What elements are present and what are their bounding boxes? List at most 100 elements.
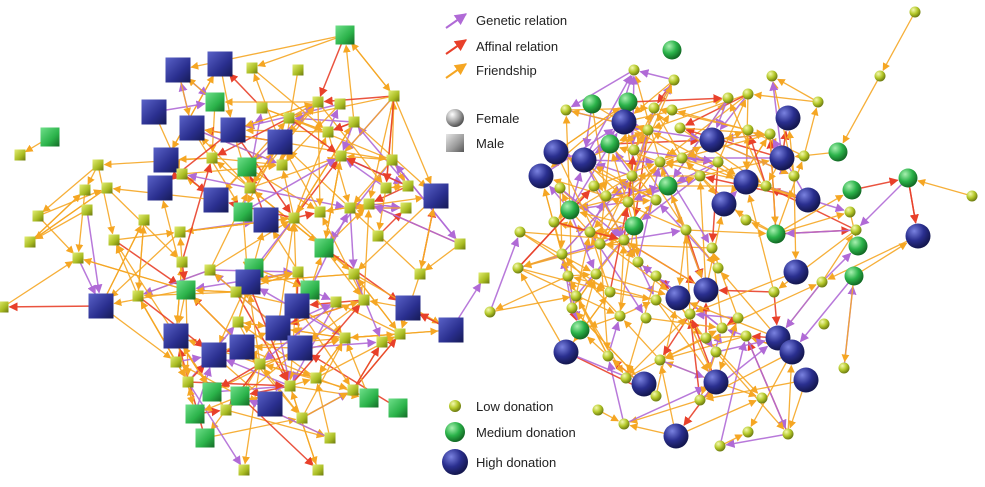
female-edge-friendship — [655, 299, 709, 372]
female-node-high-donation — [769, 145, 795, 171]
legend-shapes: Female Male — [446, 109, 519, 152]
male-node-medium-donation — [230, 386, 250, 406]
male-node-low-donation — [24, 236, 36, 248]
female-edge-genetic — [561, 180, 629, 255]
female-node-low-donation — [562, 270, 574, 282]
female-node-low-donation — [628, 144, 640, 156]
female-node-low-donation — [632, 256, 644, 268]
female-node-low-donation — [628, 64, 640, 76]
female-node-low-donation — [484, 306, 496, 318]
female-edge-friendship — [769, 133, 779, 225]
male-node-medium-donation — [205, 92, 225, 112]
sphere-icon — [446, 109, 464, 127]
male-edge-friendship — [353, 273, 397, 330]
female-edge-genetic — [623, 227, 681, 241]
male-node-low-donation — [72, 252, 84, 264]
male-node-high-donation — [267, 129, 293, 155]
female-edge-genetic — [745, 335, 787, 429]
male-node-low-donation — [276, 159, 288, 171]
male-node-low-donation — [182, 376, 194, 388]
male-node-high-donation — [423, 183, 449, 209]
male-node-low-donation — [170, 356, 182, 368]
female-edge-friendship — [882, 11, 916, 71]
female-node-high-donation — [783, 259, 809, 285]
male-edge-genetic — [187, 172, 251, 189]
female-node-high-donation — [528, 163, 554, 189]
male-edge-friendship — [317, 101, 383, 184]
female-node-medium-donation — [766, 224, 786, 244]
female-edge-friendship — [619, 146, 661, 163]
affinal-arrow-icon — [445, 39, 467, 55]
female-node-low-donation — [514, 226, 526, 238]
female-node-low-donation — [648, 102, 660, 114]
female-node-low-donation — [740, 214, 752, 226]
female-node-low-donation — [766, 70, 778, 82]
male-node-low-donation — [284, 380, 296, 392]
female-node-high-donation — [543, 139, 569, 165]
male-node-low-donation — [92, 159, 104, 171]
male-edge-friendship — [393, 95, 432, 185]
male-node-low-donation — [372, 230, 384, 242]
female-edge-genetic — [639, 69, 675, 81]
female-node-low-donation — [694, 170, 706, 182]
female-edge-genetic — [637, 167, 662, 263]
female-edge-friendship — [555, 151, 598, 239]
male-node-low-donation — [81, 204, 93, 216]
female-edge-friendship — [827, 235, 919, 280]
male-edge-friendship — [2, 261, 74, 308]
female-node-low-donation — [594, 238, 606, 250]
female-edge-friendship — [791, 175, 800, 260]
female-node-high-donation — [793, 367, 819, 393]
female-node-low-donation — [714, 440, 726, 452]
male-node-low-donation — [292, 266, 304, 278]
female-node-low-donation — [788, 170, 800, 182]
female-edge-genetic — [859, 177, 909, 227]
female-node-high-donation — [665, 285, 691, 311]
male-edge-affinal — [187, 380, 285, 390]
female-node-low-donation — [816, 276, 828, 288]
female-node-low-donation — [798, 150, 810, 162]
female-node-medium-donation — [560, 200, 580, 220]
legend-high-label: High donation — [476, 455, 556, 470]
male-node-high-donation — [257, 391, 283, 417]
male-node-low-donation — [32, 210, 44, 222]
male-edge-affinal — [374, 185, 409, 202]
female-node-low-donation — [768, 286, 780, 298]
male-node-low-donation — [238, 464, 250, 476]
female-node-medium-donation — [618, 92, 638, 112]
male-node-high-donation — [284, 293, 310, 319]
female-edge-affinal — [684, 93, 749, 126]
male-edge-friendship — [100, 225, 142, 307]
female-node-low-donation — [600, 190, 612, 202]
male-edge-affinal — [352, 338, 397, 391]
male-node-high-donation — [203, 187, 229, 213]
female-node-low-donation — [700, 332, 712, 344]
female-node-low-donation — [874, 70, 886, 82]
female-node-low-donation — [548, 216, 560, 228]
cube-icon — [446, 134, 464, 152]
male-network-nodes — [0, 25, 490, 476]
male-edge-affinal — [352, 346, 380, 391]
female-node-low-donation — [909, 6, 921, 18]
male-node-low-donation — [376, 336, 388, 348]
male-node-medium-donation — [202, 382, 222, 402]
female-node-low-donation — [782, 428, 794, 440]
male-edge-affinal — [288, 117, 337, 153]
female-edge-genetic — [725, 433, 789, 448]
female-node-medium-donation — [662, 40, 682, 60]
female-node-medium-donation — [848, 236, 868, 256]
female-node-low-donation — [966, 190, 978, 202]
male-node-high-donation — [147, 175, 173, 201]
legend-affinal-relation: Affinal relation — [445, 39, 558, 55]
male-node-high-donation — [287, 335, 313, 361]
female-edge-genetic — [659, 161, 710, 244]
male-node-low-donation — [138, 214, 150, 226]
female-edge-friendship — [611, 153, 635, 227]
medium-donation-icon — [445, 422, 465, 442]
female-node-low-donation — [764, 128, 776, 140]
genetic-arrow-icon — [445, 13, 467, 29]
male-edge-friendship — [35, 209, 88, 240]
female-edge-genetic — [659, 359, 705, 379]
female-node-low-donation — [590, 268, 602, 280]
female-node-low-donation — [560, 104, 572, 116]
